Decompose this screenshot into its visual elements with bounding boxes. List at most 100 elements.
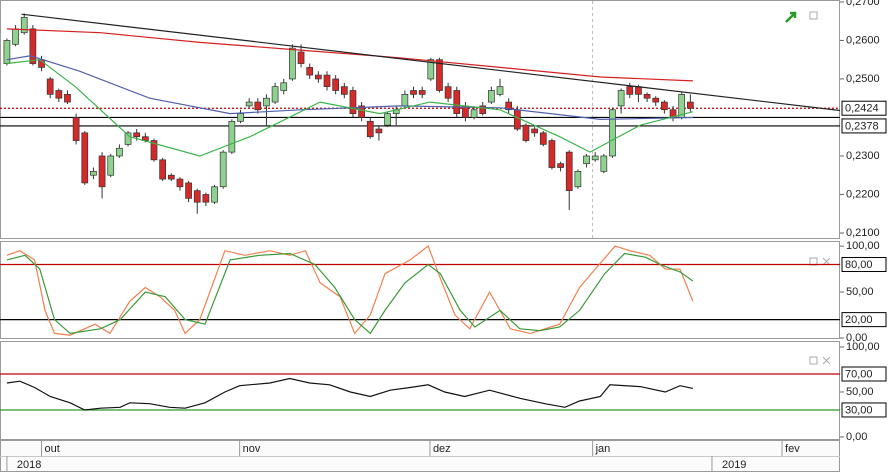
panel-button[interactable]	[809, 11, 818, 20]
candle-body	[583, 155, 590, 165]
level-label-box	[841, 257, 887, 273]
candle-body	[81, 132, 89, 184]
level-label-box	[841, 402, 887, 418]
candle-body	[98, 155, 106, 188]
level-label: 0,2378	[845, 120, 879, 132]
panel-button[interactable]	[809, 356, 818, 365]
candle-body	[410, 90, 417, 95]
candle-body	[193, 190, 201, 203]
candle-body	[12, 28, 19, 45]
candle-body	[297, 51, 305, 64]
level-label-box	[841, 366, 887, 382]
candle-body	[116, 147, 123, 157]
candle-body	[219, 151, 227, 188]
candle-body	[574, 171, 582, 188]
candle-body	[609, 109, 616, 157]
candle-body	[150, 140, 158, 161]
candle-body	[323, 74, 331, 88]
candle-body	[548, 140, 556, 168]
candle-body	[29, 28, 37, 64]
candle-body	[332, 78, 340, 91]
candle-body	[565, 151, 573, 191]
candle-body	[453, 90, 461, 114]
candle-body	[600, 155, 608, 172]
candle-body	[202, 194, 210, 203]
y-tick-label: 0,2600	[846, 34, 880, 46]
candle-body	[185, 182, 192, 199]
candle-body	[176, 178, 184, 188]
series-line	[21, 13, 841, 112]
candle-body	[3, 40, 11, 64]
candle-body	[64, 94, 71, 103]
year-label: 2019	[722, 459, 746, 471]
level-label: 80,00	[845, 259, 873, 271]
series-line	[6, 252, 694, 335]
candle-body	[228, 120, 236, 153]
candle-body	[626, 86, 634, 95]
series-line	[6, 28, 693, 82]
candle-body	[539, 132, 547, 145]
candle-body	[263, 97, 270, 107]
level-label: 30,00	[845, 404, 873, 416]
candle-body	[522, 124, 530, 141]
candle-body	[306, 67, 314, 76]
candle-body	[46, 78, 54, 95]
candle-body	[617, 90, 625, 107]
candle-body	[254, 101, 262, 111]
level-label-box	[841, 118, 887, 134]
candle-body	[358, 105, 365, 118]
candle-body	[470, 109, 478, 118]
y-tick-label: 0,00	[846, 332, 867, 344]
candle-body	[479, 105, 487, 114]
candle-body	[280, 82, 288, 91]
price-panel	[0, 0, 840, 239]
candle-body	[591, 155, 599, 161]
candle-body	[643, 94, 651, 99]
candle-body	[90, 171, 97, 176]
candle-body	[635, 86, 642, 95]
candle-body	[652, 97, 660, 103]
y-tick-label: 100,00	[846, 240, 880, 252]
candle-body	[245, 101, 253, 107]
close-button[interactable]	[822, 356, 831, 365]
x-tick-label: dez	[433, 443, 451, 455]
candle-body	[20, 16, 28, 34]
level-label-box	[841, 100, 887, 116]
x-tick-label: nov	[243, 443, 261, 455]
candle-body	[366, 120, 374, 138]
candle-body	[349, 90, 357, 114]
close-button[interactable]	[822, 257, 831, 266]
y-tick-label: 0,2300	[846, 150, 880, 162]
y-tick-label: 100,00	[846, 341, 880, 353]
candle-body	[384, 113, 391, 126]
candle-body	[488, 90, 495, 103]
series-line	[6, 55, 693, 121]
y-tick-label: 0,2700	[846, 0, 880, 8]
x-tick-label: out	[45, 443, 60, 455]
y-tick-label: 50,00	[846, 386, 874, 398]
candle-body	[159, 159, 166, 180]
level-label: 0,2424	[845, 103, 879, 115]
candle-body	[531, 128, 538, 134]
candle-body	[505, 101, 513, 111]
series-line	[6, 377, 694, 411]
candle-body	[557, 163, 564, 168]
y-tick-label: 0,2100	[846, 227, 880, 239]
trend-icon[interactable]	[785, 11, 797, 23]
candle-body	[427, 59, 435, 80]
candle-body	[55, 90, 63, 99]
candle-body	[418, 90, 426, 95]
candle-body	[271, 86, 279, 103]
level-label: 20,00	[845, 314, 873, 326]
candle-body	[167, 174, 175, 180]
candle-body	[496, 86, 504, 95]
level-label-box	[841, 312, 887, 328]
candle-body	[661, 101, 668, 111]
candle-body	[107, 155, 115, 176]
candle-body	[375, 128, 383, 134]
candle-body	[211, 186, 218, 203]
candle-body	[340, 86, 348, 95]
y-tick-label: 50,00	[846, 286, 874, 298]
x-tick-label: jan	[595, 443, 611, 455]
